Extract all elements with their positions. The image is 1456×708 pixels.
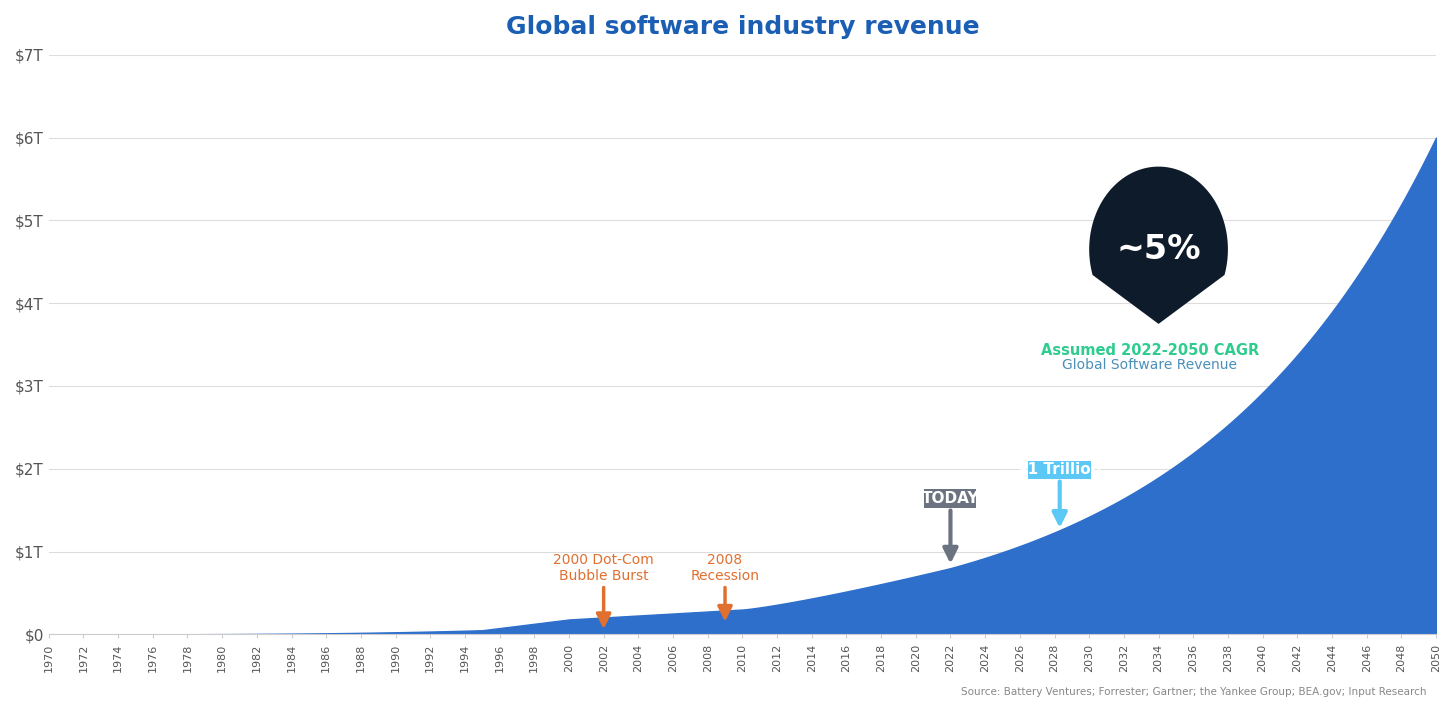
Title: Global software industry revenue: Global software industry revenue <box>505 15 980 39</box>
Polygon shape <box>1089 166 1227 324</box>
FancyBboxPatch shape <box>925 489 977 508</box>
Text: Global Software Revenue: Global Software Revenue <box>1063 358 1238 372</box>
Text: 2008
Recession: 2008 Recession <box>690 553 760 583</box>
Text: TODAY: TODAY <box>922 491 980 506</box>
FancyBboxPatch shape <box>1028 460 1091 479</box>
Text: $1 Trillion: $1 Trillion <box>1018 462 1102 477</box>
Text: ~5%: ~5% <box>1117 233 1201 266</box>
Text: Source: Battery Ventures; Forrester; Gartner; the Yankee Group; BEA.gov; Input R: Source: Battery Ventures; Forrester; Gar… <box>961 687 1427 697</box>
Text: 2000 Dot-Com
Bubble Burst: 2000 Dot-Com Bubble Burst <box>553 553 654 583</box>
Text: Assumed 2022-2050 CAGR: Assumed 2022-2050 CAGR <box>1041 343 1259 358</box>
